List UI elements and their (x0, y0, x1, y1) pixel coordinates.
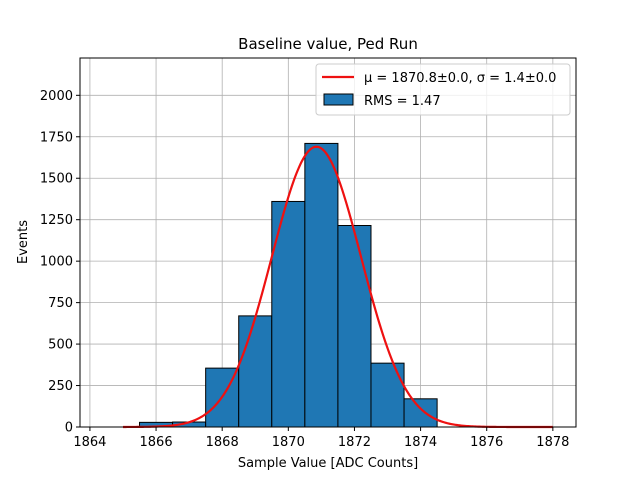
histogram-bar (370, 362, 405, 428)
y-tick-label: 2000 (40, 89, 73, 104)
x-tick-label: 1870 (272, 435, 305, 450)
histogram-bar (337, 225, 372, 428)
plot-frame (79, 57, 577, 428)
x-tick-label: 1868 (206, 435, 239, 450)
x-tick-label: 1874 (404, 435, 437, 450)
y-axis-ticks: 0 250 500 750 1000 1250 1500 1750 2000 (40, 89, 80, 436)
y-axis-label: Events (16, 220, 31, 264)
y-tick-label: 1500 (40, 172, 73, 187)
histogram-bar (403, 398, 438, 428)
legend-fit-label: μ = 1870.8±0.0, σ = 1.4±0.0 (364, 71, 556, 86)
histogram-bars (139, 142, 438, 428)
x-tick-label: 1876 (470, 435, 503, 450)
legend-fit-sigma: σ = 1.4±0.0 (477, 71, 557, 86)
histogram-bar (238, 315, 273, 428)
chart-title: Baseline value, Ped Run (238, 35, 418, 53)
histogram-bar (304, 142, 339, 428)
x-tick-label: 1872 (338, 435, 371, 450)
y-tick-label: 250 (48, 379, 73, 394)
legend-fit-mu: μ = 1870.8±0.0 (364, 71, 468, 86)
legend-hist-swatch (323, 93, 354, 106)
x-tick-label: 1864 (73, 435, 106, 450)
x-tick-label: 1866 (140, 435, 173, 450)
y-tick-label: 1000 (40, 255, 73, 270)
y-tick-label: 750 (48, 296, 73, 311)
x-tick-label: 1878 (536, 435, 569, 450)
legend-box (315, 63, 571, 116)
legend-hist-label: RMS = 1.47 (364, 94, 441, 109)
x-axis-label: Sample Value [ADC Counts] (238, 456, 418, 471)
y-tick-label: 500 (48, 338, 73, 353)
y-tick-label: 0 (65, 421, 73, 436)
legend-fit-separator: , (468, 71, 476, 86)
y-tick-label: 1750 (40, 130, 73, 145)
y-tick-label: 1250 (40, 213, 73, 228)
legend: μ = 1870.8±0.0, σ = 1.4±0.0 RMS = 1.47 (315, 63, 571, 116)
x-axis-ticks: 1864 1866 1868 1870 1872 1874 1876 1878 (73, 427, 569, 450)
